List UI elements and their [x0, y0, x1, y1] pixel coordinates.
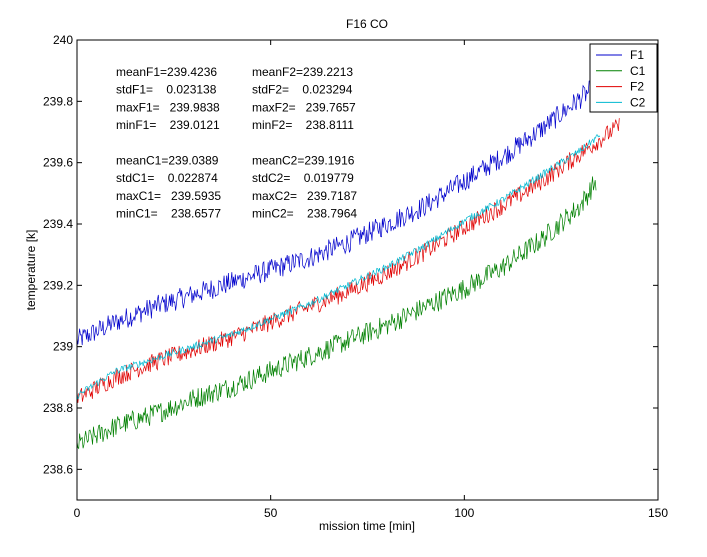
- y-tick-label: 239.6: [43, 156, 73, 170]
- y-tick-label: 240: [53, 33, 73, 47]
- x-tick-label: 0: [74, 506, 81, 520]
- legend-label-f1: F1: [630, 48, 644, 62]
- stats-annotation: meanF2=239.2213: [252, 65, 353, 79]
- series-line-c2: [76, 134, 601, 400]
- axes: 0 50 100 150 238.6 238.8 239 239.2 239.4 239.6 239…: [43, 33, 668, 520]
- y-tick-label: 239: [53, 340, 73, 354]
- stats-annotation: maxC1= 239.5935: [116, 189, 221, 203]
- stats-annotations: meanF1=239.4236 meanF2=239.2213 stdF1= 0.0…: [116, 65, 357, 221]
- x-tick-label: 50: [264, 506, 278, 520]
- series-line-c1: [76, 176, 597, 450]
- legend-label-c1: C1: [630, 64, 646, 78]
- y-tick-label: 239.4: [43, 217, 73, 231]
- legend-box: [589, 43, 658, 113]
- plot-area-frame: [76, 39, 659, 501]
- y-tick-label: 238.8: [43, 401, 73, 415]
- x-axis-label: mission time [min]: [319, 519, 415, 533]
- y-tick-label: 239.2: [43, 278, 73, 292]
- y-axis-label: temperature [k]: [24, 230, 38, 311]
- y-tick-label: 239.8: [43, 94, 73, 108]
- chart-title: F16 CO: [346, 17, 388, 31]
- series-layer: [76, 77, 620, 450]
- legend-label-c2: C2: [630, 95, 646, 109]
- stats-annotation: maxC2= 239.7187: [252, 189, 357, 203]
- stats-annotation: minF2= 238.8111: [252, 118, 354, 132]
- series-line-f1: [76, 77, 597, 346]
- stats-annotation: minF1= 239.0121: [116, 118, 220, 132]
- y-tick-label: 238.6: [43, 462, 73, 476]
- stats-annotation: stdF2= 0.023294: [252, 83, 353, 97]
- x-tick-label: 100: [454, 506, 474, 520]
- stats-annotation: maxF1= 239.9838: [116, 100, 220, 114]
- stats-annotation: meanC2=239.1916: [252, 154, 355, 168]
- stats-annotation: meanC1=239.0389: [116, 154, 219, 168]
- stats-annotation: stdC1= 0.022874: [116, 171, 218, 185]
- stats-annotation: maxF2= 239.7657: [252, 100, 356, 114]
- legend-label-f2: F2: [630, 80, 644, 94]
- stats-annotation: meanF1=239.4236: [116, 65, 217, 79]
- stats-annotation: minC2= 238.7964: [252, 207, 357, 221]
- stats-annotation: minC1= 238.6577: [116, 207, 221, 221]
- x-tick-label: 150: [648, 506, 668, 520]
- stats-annotation: stdF1= 0.023138: [116, 83, 217, 97]
- stats-annotation: stdC2= 0.019779: [252, 171, 354, 185]
